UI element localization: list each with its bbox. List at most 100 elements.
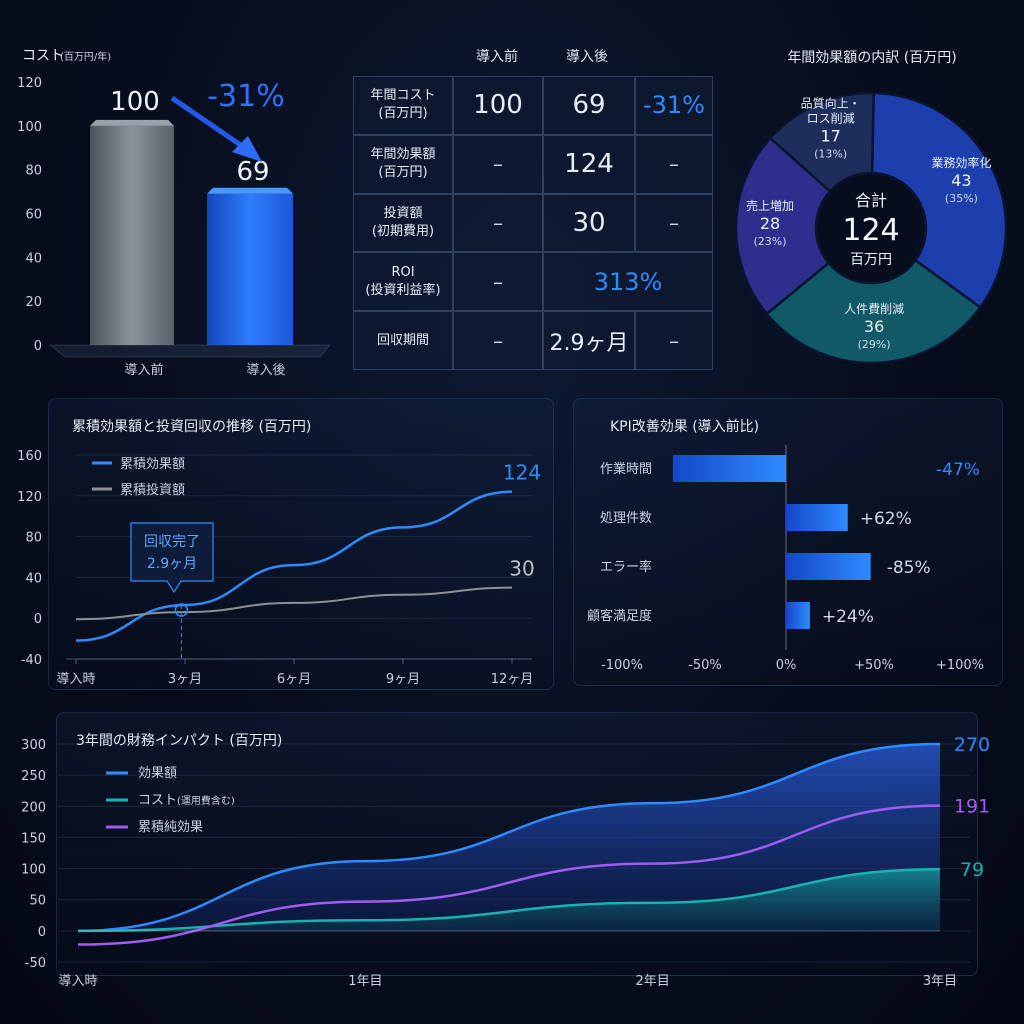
table-cell-before-text: – bbox=[493, 328, 503, 353]
pie-center-unit: 百万円 bbox=[850, 252, 892, 268]
pie-slice-value: 43 bbox=[951, 171, 971, 190]
impact-ytick-label: 150 bbox=[21, 831, 46, 846]
impact-area-fill bbox=[78, 869, 940, 931]
table-row-label-text: ROI (投資利益率) bbox=[365, 264, 441, 298]
cumulative-chart-title: 累積効果額と投資回収の推移 (百万円) bbox=[72, 419, 311, 435]
table-cell-diff: – bbox=[635, 134, 713, 194]
cumulative-ytick-label: 160 bbox=[17, 449, 42, 464]
kpi-bar bbox=[786, 553, 871, 580]
kpi-bar bbox=[786, 602, 810, 629]
cost-xtick-label: 導入前 bbox=[124, 362, 163, 378]
cost-ytick-label: 20 bbox=[25, 295, 42, 310]
cost-arrow-head bbox=[232, 136, 262, 162]
impact-legend-label: コスト(運用費含む) bbox=[138, 793, 235, 808]
table-cell-before: 100 bbox=[453, 76, 543, 135]
impact-xtick-label: 3年目 bbox=[923, 974, 957, 989]
table-cell-before-text: 100 bbox=[473, 90, 523, 121]
table-row-label-text: 回収期間 bbox=[376, 332, 429, 348]
cost-bar-top bbox=[90, 119, 174, 126]
impact-ytick-label: 50 bbox=[29, 894, 46, 909]
pie-slice-value: 17 bbox=[820, 126, 840, 145]
pie-slice bbox=[768, 91, 875, 194]
pie-title: 年間効果額の内訳 (百万円) bbox=[787, 50, 956, 66]
table-row-label-text: 年間効果額 (百万円) bbox=[370, 147, 436, 181]
comparison-table: 年間コスト (百万円) 100 69 -31% 年間効果額 (百万円) – 124 – 投資額 … bbox=[353, 76, 713, 370]
table-cell-after: 69 bbox=[543, 76, 635, 135]
impact-xtick-label: 1年目 bbox=[348, 974, 382, 989]
cumulative-end-label: 124 bbox=[503, 461, 541, 485]
impact-ytick-label: 100 bbox=[21, 863, 46, 878]
cost-ytick-label: 60 bbox=[25, 208, 42, 223]
table-cell-before-text: – bbox=[493, 210, 503, 235]
cost-xtick-label: 導入後 bbox=[246, 363, 285, 378]
table-row-label: ROI (投資利益率) bbox=[353, 252, 453, 312]
cost-chart-unit: (百万円/年) bbox=[60, 50, 111, 63]
cost-bar-value-label: 69 bbox=[236, 157, 269, 187]
cost-bar-value-label: 100 bbox=[110, 87, 160, 117]
cumulative-xtick-label: 9ヶ月 bbox=[386, 672, 420, 687]
table-cell-diff-text: – bbox=[669, 210, 679, 235]
table-cell-before: – bbox=[453, 193, 543, 253]
table-cell-diff-text: -31% bbox=[642, 91, 705, 120]
kpi-value-label: -85% bbox=[887, 558, 931, 578]
impact-chart-title: 3年間の財務インパクト (百万円) bbox=[76, 733, 282, 749]
table-cell-diff-text: – bbox=[669, 152, 679, 177]
payback-callout-line1: 回収完了 bbox=[144, 534, 200, 550]
impact-xtick-label: 2年目 bbox=[636, 974, 670, 989]
kpi-category-label: 作業時間 bbox=[600, 461, 652, 477]
impact-ytick-label: -50 bbox=[25, 956, 46, 971]
cumulative-end-label: 30 bbox=[509, 557, 534, 581]
cost-arrow-shaft bbox=[170, 95, 247, 151]
pie-slice bbox=[765, 258, 982, 365]
kpi-panel bbox=[573, 398, 1003, 686]
kpi-xtick-label: -100% bbox=[601, 658, 643, 673]
cost-chart-title: コスト bbox=[22, 48, 64, 64]
pie-center bbox=[818, 175, 924, 281]
payback-callout-box bbox=[130, 522, 214, 594]
table-cell-before-text: – bbox=[493, 269, 503, 294]
pie-center-value: 124 bbox=[842, 213, 899, 248]
impact-end-label: 79 bbox=[960, 859, 984, 881]
impact-ytick-label: 0 bbox=[38, 925, 46, 940]
table-cell-after: 124 bbox=[543, 134, 635, 194]
cost-floor bbox=[48, 344, 332, 358]
cost-ytick-label: 80 bbox=[25, 164, 42, 179]
table-cell-before: – bbox=[453, 134, 543, 194]
impact-series-line bbox=[77, 742, 941, 933]
payback-callout-line2: 2.9ヶ月 bbox=[147, 556, 197, 572]
pie-slice-label: 業務効率化 bbox=[931, 155, 991, 170]
cost-change-annotation: -31% bbox=[207, 79, 285, 114]
cumulative-legend-label: 累積効果額 bbox=[120, 457, 185, 472]
impact-series-line bbox=[77, 804, 941, 946]
cumulative-ytick-label: -40 bbox=[21, 653, 42, 668]
cumulative-xtick-label: 6ヶ月 bbox=[277, 672, 311, 687]
table-cell-after-text: 313% bbox=[593, 267, 663, 296]
table-row-label: 年間コスト (百万円) bbox=[353, 76, 453, 135]
kpi-value-label: +24% bbox=[822, 607, 874, 627]
table-cell-diff: – bbox=[635, 311, 713, 370]
impact-end-label: 270 bbox=[954, 734, 990, 756]
cost-bar-top bbox=[207, 187, 293, 194]
table-row-label: 回収期間 bbox=[353, 311, 453, 370]
kpi-bar bbox=[786, 504, 848, 531]
pie-slice-pct: (35%) bbox=[945, 192, 978, 205]
cumulative-xtick-label: 3ヶ月 bbox=[168, 672, 202, 687]
cost-bar bbox=[90, 125, 174, 345]
kpi-xtick-label: -50% bbox=[688, 658, 722, 673]
kpi-xtick-label: +100% bbox=[936, 658, 984, 673]
cumulative-xtick-label: 12ヶ月 bbox=[491, 672, 534, 687]
pie-center-label: 合計 bbox=[855, 191, 887, 210]
table-header-after: 導入後 bbox=[566, 49, 608, 65]
cumulative-xtick-label: 導入時 bbox=[56, 672, 95, 687]
kpi-category-label: 顧客満足度 bbox=[587, 608, 652, 624]
impact-legend-label: 効果額 bbox=[138, 766, 177, 781]
pie-slice-label: 品質向上・ bbox=[801, 95, 861, 110]
pie-slice-pct: (29%) bbox=[858, 338, 891, 351]
table-cell-after-text: 69 bbox=[572, 90, 606, 121]
cumulative-series-line bbox=[75, 586, 513, 621]
cumulative-ytick-label: 0 bbox=[34, 612, 42, 627]
kpi-bar bbox=[672, 455, 786, 482]
impact-xtick-label: 導入時 bbox=[58, 974, 97, 989]
table-cell-diff-text: – bbox=[669, 328, 679, 353]
